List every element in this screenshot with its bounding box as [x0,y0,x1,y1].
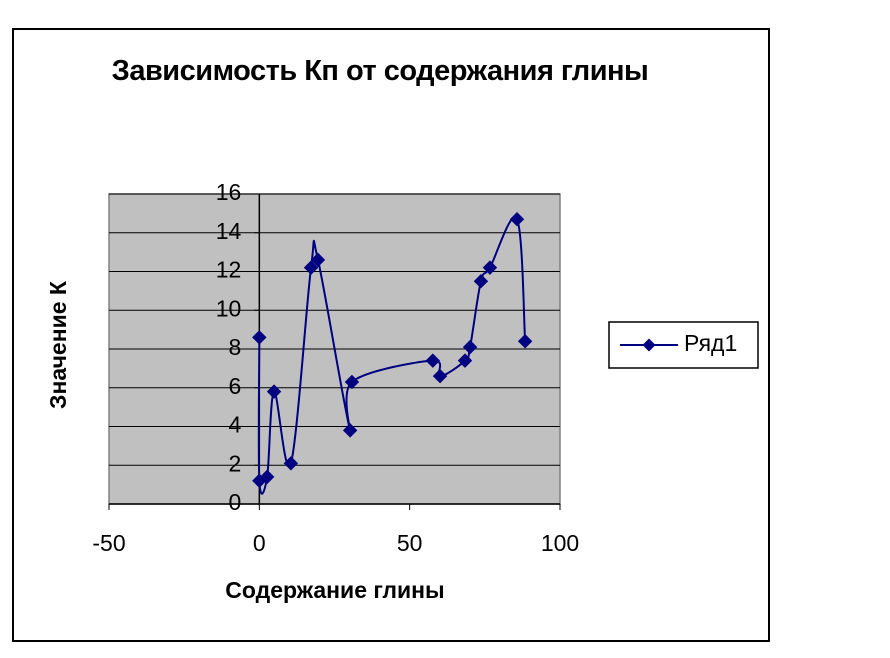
data-point [342,423,358,438]
data-point [473,273,489,289]
y-tick-label: 2 [229,450,242,476]
data-point [517,334,533,349]
y-tick-label: 12 [216,257,242,283]
data-point [303,260,319,275]
x-tick-label: -50 [92,530,125,556]
x-axis-title: Содержание глины [225,577,444,603]
y-tick-label: 4 [229,412,242,438]
y-axis-title: Значение К [45,280,71,409]
legend-label: Ряд1 [684,330,737,356]
y-tick-label: 8 [229,334,242,360]
y-tick-label: 6 [229,373,242,399]
chart-title: Зависимость Кп от содержания глины [111,55,649,87]
data-point [344,374,360,390]
data-point [462,339,478,355]
chart-frame [12,28,770,642]
x-tick-label: 50 [397,530,423,556]
data-point [509,211,525,227]
y-tick-label: 14 [216,218,242,244]
data-point [425,353,441,368]
data-point [310,252,326,268]
data-point [283,456,299,471]
y-tick-label: 0 [229,489,242,515]
y-tick-label: 16 [216,179,242,205]
legend-marker [642,338,656,352]
data-point [259,469,275,485]
x-tick-label: 100 [541,530,579,556]
data-point [457,353,473,368]
y-tick-label: 10 [216,295,242,321]
data-point [482,260,498,275]
data-point [266,384,282,399]
data-point [432,368,448,384]
data-point [252,330,267,345]
x-tick-label: 0 [253,530,266,556]
